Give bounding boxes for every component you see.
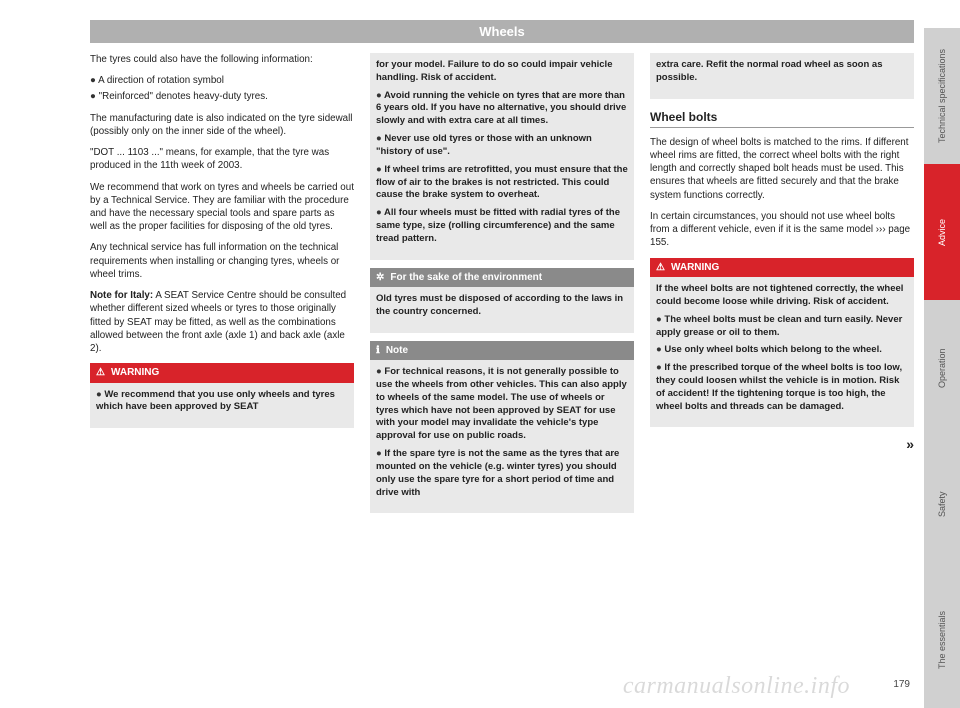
body-text: Any technical service has full informati…	[90, 241, 354, 281]
tab-safety[interactable]: Safety	[924, 436, 960, 572]
warning-header: ⚠ WARNING	[90, 363, 354, 383]
warning-icon: ⚠	[96, 366, 105, 380]
list-item: Avoid running the vehicle on tyres that …	[376, 90, 628, 128]
inline-bold: Note for Italy:	[90, 290, 153, 301]
body-text: Old tyres must be disposed of according …	[376, 293, 628, 319]
warning-body: If the wheel bolts are not tightened cor…	[650, 277, 914, 427]
body-text: If the wheel bolts are not tightened cor…	[656, 283, 908, 309]
warning-box: ⚠ WARNING If the wheel bolts are not tig…	[650, 258, 914, 428]
list-item: "Reinforced" denotes heavy-duty tyres.	[90, 90, 354, 103]
bullet-list: A direction of rotation symbol "Reinforc…	[90, 74, 354, 103]
column-2: for your model. Failure to do so could i…	[370, 53, 634, 521]
body-text: "DOT ... 1103 ..." means, for example, t…	[90, 146, 354, 172]
warning-body-cont: for your model. Failure to do so could i…	[370, 53, 634, 260]
column-3: extra care. Refit the normal road wheel …	[650, 53, 914, 521]
side-tabs: Technical specifications Advice Operatio…	[924, 0, 960, 708]
page-title: Wheels	[90, 20, 914, 43]
body-text: We recommend that work on tyres and whee…	[90, 181, 354, 234]
environment-body: Old tyres must be disposed of according …	[370, 287, 634, 333]
columns: The tyres could also have the following …	[90, 53, 914, 521]
environment-box: ✲ For the sake of the environment Old ty…	[370, 268, 634, 333]
warning-icon: ⚠	[656, 261, 665, 275]
tab-operation[interactable]: Operation	[924, 300, 960, 436]
list-item: If the spare tyre is not the same as the…	[376, 448, 628, 499]
continuation-mark: »	[650, 435, 914, 454]
environment-icon: ✲	[376, 271, 384, 285]
page-number: 179	[893, 679, 910, 690]
list-item: Use only wheel bolts which belong to the…	[656, 344, 908, 357]
list-item: If the prescribed torque of the wheel bo…	[656, 362, 908, 413]
tab-technical-specifications[interactable]: Technical specifications	[924, 28, 960, 164]
body-text: The tyres could also have the following …	[90, 53, 354, 66]
note-box: ℹ Note For technical reasons, it is not …	[370, 341, 634, 514]
tab-advice[interactable]: Advice	[924, 164, 960, 300]
section-title: Wheel bolts	[650, 109, 914, 128]
note-label: Note	[386, 344, 408, 358]
note-body-cont: extra care. Refit the normal road wheel …	[650, 53, 914, 99]
content-area: Wheels The tyres could also have the fol…	[0, 0, 924, 708]
body-text: for your model. Failure to do so could i…	[376, 59, 628, 85]
body-text: The manufacturing date is also indicated…	[90, 112, 354, 138]
environment-label: For the sake of the environment	[390, 271, 542, 285]
tab-essentials[interactable]: The essentials	[924, 572, 960, 708]
list-item: Never use old tyres or those with an unk…	[376, 133, 628, 159]
page: Wheels The tyres could also have the fol…	[0, 0, 960, 708]
warning-body: We recommend that you use only wheels an…	[90, 383, 354, 429]
body-text: In certain circumstances, you should not…	[650, 210, 914, 250]
body-text: Note for Italy: A SEAT Service Centre sh…	[90, 289, 354, 355]
list-item: We recommend that you use only wheels an…	[96, 389, 348, 415]
environment-header: ✲ For the sake of the environment	[370, 268, 634, 288]
warning-header: ⚠ WARNING	[650, 258, 914, 278]
warning-label: WARNING	[111, 366, 159, 380]
list-item: If wheel trims are retrofitted, you must…	[376, 164, 628, 202]
column-1: The tyres could also have the following …	[90, 53, 354, 521]
warning-box: ⚠ WARNING We recommend that you use only…	[90, 363, 354, 428]
body-text: The design of wheel bolts is matched to …	[650, 136, 914, 202]
list-item: All four wheels must be fitted with radi…	[376, 207, 628, 245]
note-body: For technical reasons, it is not general…	[370, 360, 634, 513]
warning-label: WARNING	[671, 261, 719, 275]
watermark: carmanualsonline.info	[623, 673, 850, 700]
list-item: For technical reasons, it is not general…	[376, 366, 628, 443]
body-text: extra care. Refit the normal road wheel …	[656, 59, 908, 85]
list-item: The wheel bolts must be clean and turn e…	[656, 314, 908, 340]
note-header: ℹ Note	[370, 341, 634, 361]
list-item: A direction of rotation symbol	[90, 74, 354, 87]
info-icon: ℹ	[376, 344, 380, 358]
